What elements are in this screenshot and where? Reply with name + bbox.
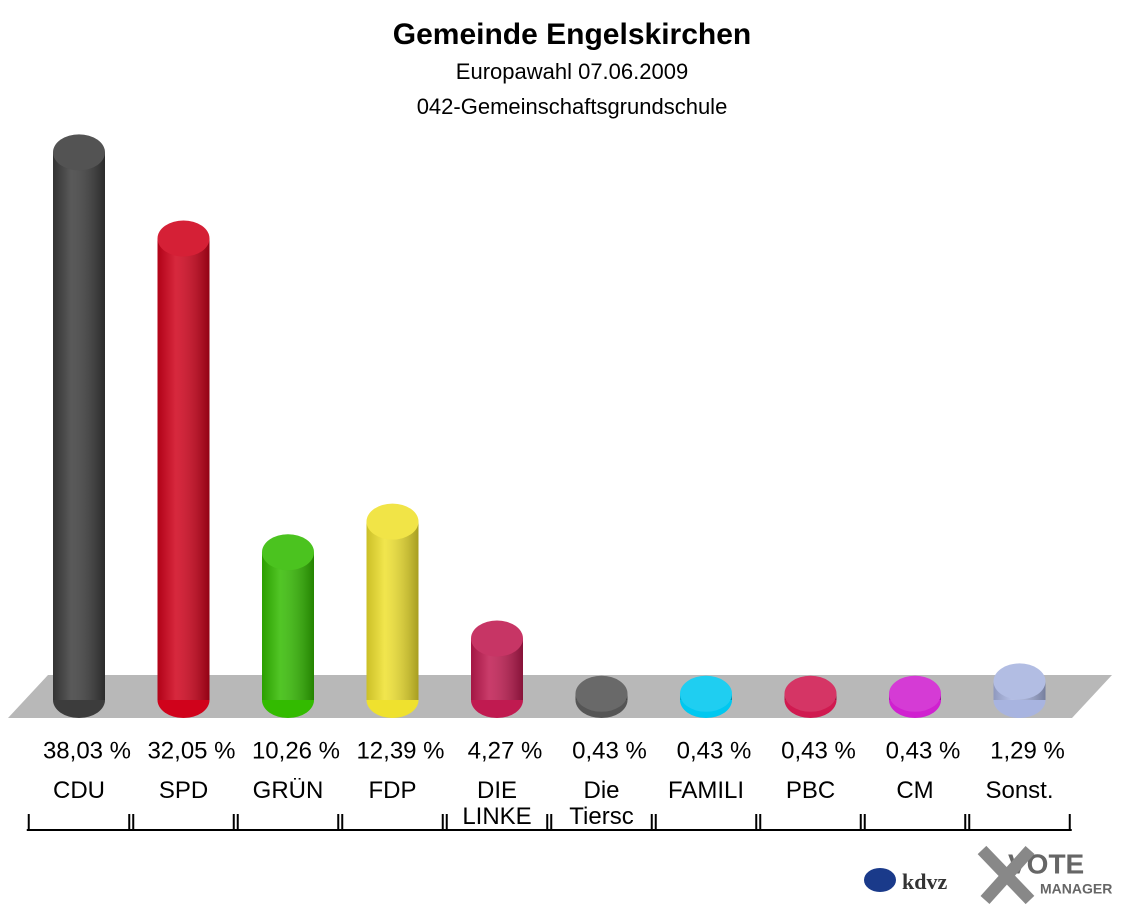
category-label: PBC — [785, 778, 836, 804]
category-label: GRÜN — [252, 778, 324, 804]
bar-cap-shade — [993, 663, 1046, 700]
bar-cap — [53, 134, 105, 171]
value-label: 38,03 % — [43, 737, 131, 764]
category-label: Die Tiersc — [569, 778, 634, 830]
bar-cap — [157, 220, 210, 257]
bar-cap — [471, 620, 523, 657]
logo-icon — [864, 868, 896, 892]
bar-shade — [366, 521, 419, 700]
value-label: 0,43 % — [677, 737, 752, 764]
value-label: 10,26 % — [252, 737, 340, 764]
bar-shade — [53, 152, 105, 701]
value-label: 1,29 % — [990, 737, 1065, 764]
bar-cap — [889, 675, 941, 712]
bar-cap — [262, 534, 314, 571]
bar-cap-shade — [366, 503, 419, 540]
category-label: CM — [896, 778, 934, 804]
value-label: 0,43 % — [886, 737, 961, 764]
category-label: SPD — [158, 778, 209, 804]
bar-cap-shade — [575, 675, 628, 712]
value-label: 12,39 % — [356, 737, 444, 764]
bar-cap-shade — [53, 134, 105, 171]
bar-cap — [784, 675, 837, 712]
bar-cap — [575, 675, 628, 712]
bar-cap-shade — [262, 534, 314, 571]
logo: kdvz VOTE MANAGER — [864, 845, 1112, 905]
category-label: FAMILI — [667, 778, 745, 804]
logo-icon — [977, 845, 1035, 905]
value-label: 0,43 % — [781, 737, 856, 764]
bar-cap — [680, 675, 732, 712]
value-label: 0,43 % — [572, 737, 647, 764]
chart-subtitle: 042-Gemeinschaftsgrundschule — [417, 94, 728, 119]
bar-cap-shade — [157, 220, 210, 257]
bar-cap-shade — [784, 675, 837, 712]
logo-text: MANAGER — [1040, 881, 1112, 897]
value-label: 32,05 % — [147, 737, 235, 764]
category-label: DIE LINKE — [462, 778, 532, 830]
bar-cap — [993, 663, 1046, 700]
category-label: Sonst. — [985, 778, 1054, 804]
bar-cap-shade — [889, 675, 941, 712]
bar-shade — [157, 238, 210, 701]
bar-cap-shade — [471, 620, 523, 657]
bar-shade — [262, 552, 314, 700]
bar-cap-shade — [680, 675, 732, 712]
chart-title: Gemeinde Engelskirchen — [393, 18, 751, 51]
logo-text: kdvz — [902, 869, 947, 894]
category-label: CDU — [53, 778, 105, 804]
bar-cap — [366, 503, 419, 540]
chart-subtitle: Europawahl 07.06.2009 — [456, 59, 688, 84]
value-label: 4,27 % — [468, 737, 543, 764]
category-label: FDP — [368, 778, 417, 804]
